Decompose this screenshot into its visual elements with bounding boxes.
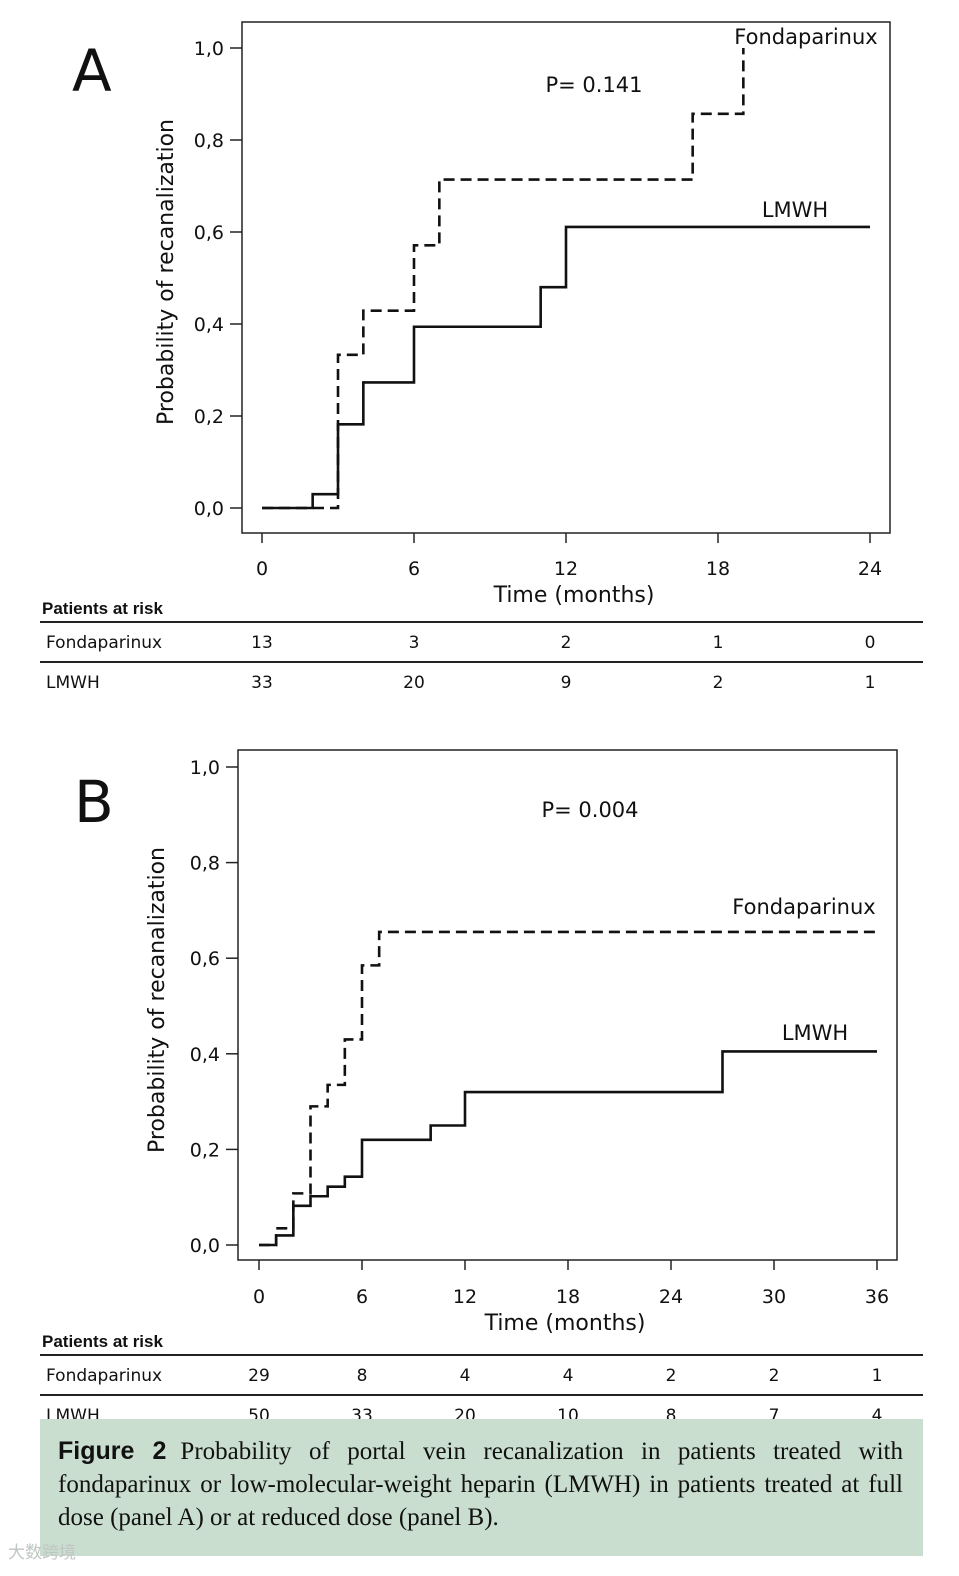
plot-frame	[237, 749, 898, 1261]
p-value-annotation: P= 0.141	[545, 73, 642, 97]
x-tick-label: 24	[858, 558, 882, 580]
legend-label-fondaparinux: Fondaparinux	[734, 25, 877, 49]
y-tick-label: 0,0	[190, 1235, 220, 1257]
risk-count: 1	[712, 633, 724, 653]
risk-count: 9	[560, 673, 572, 693]
legend-label-lmwh: LMWH	[782, 1021, 848, 1045]
figure-label: Figure 2	[58, 1437, 167, 1465]
risk-count: 1	[871, 1366, 883, 1386]
x-tick-label: 30	[762, 1286, 786, 1308]
legend-label-lmwh: LMWH	[762, 198, 828, 222]
y-tick-label: 0,8	[190, 853, 220, 875]
risk-count: 29	[248, 1366, 270, 1386]
risk-count: 4	[562, 1366, 574, 1386]
risk-row-lmwh: LMWH 33 20 9 2 1	[40, 661, 923, 701]
series-line-lmwh	[262, 225, 870, 510]
x-tick-label: 18	[556, 1286, 580, 1308]
y-tick-label: 1,0	[190, 757, 220, 779]
risk-row-label: Fondaparinux	[46, 1366, 163, 1386]
x-tick-label: 6	[408, 558, 420, 580]
x-tick-label: 12	[453, 1286, 477, 1308]
panel-letter-a: A	[72, 37, 112, 105]
legend-label-fondaparinux: Fondaparinux	[732, 895, 875, 919]
risk-count: 20	[403, 673, 425, 693]
risk-count: 2	[665, 1366, 677, 1386]
risk-count: 13	[251, 633, 273, 653]
x-axis-label: Time (months)	[484, 1311, 646, 1336]
series-group-b	[259, 930, 877, 1247]
risk-count: 2	[712, 673, 724, 693]
series-group-a	[262, 48, 870, 510]
risk-count: 2	[560, 633, 572, 653]
x-axis-label: Time (months)	[493, 583, 655, 608]
x-tick-label: 0	[253, 1286, 265, 1308]
risk-count: 4	[459, 1366, 471, 1386]
axes-a: 0 6 12 18 24 0,0 0,2 0,4 0,6 0,8 1,0	[194, 38, 882, 580]
y-tick-label: 0,0	[194, 498, 224, 520]
caption-text: Probability of portal vein recanalizatio…	[58, 1438, 903, 1531]
y-tick-label: 0,6	[190, 948, 220, 970]
p-value-annotation: P= 0.004	[541, 798, 638, 822]
watermark-logo: 大数跨境	[8, 1543, 76, 1563]
risk-count: 3	[408, 633, 420, 653]
risk-table-a: Fondaparinux 13 3 2 1 0 LMWH 33 20 9 2 1	[40, 621, 923, 701]
risk-row-fondaparinux: Fondaparinux 29 8 4 4 2 2 1	[40, 1354, 923, 1394]
risk-count: 4	[871, 1406, 883, 1426]
x-tick-label: 36	[865, 1286, 889, 1308]
risk-count: 2	[768, 1366, 780, 1386]
series-line-lmwh	[259, 1050, 877, 1247]
risk-row-label: LMWH	[46, 673, 100, 693]
x-tick-label: 0	[256, 558, 268, 580]
series-line-fondaparinux	[262, 48, 745, 510]
y-tick-label: 0,4	[190, 1044, 220, 1066]
risk-count: 8	[665, 1406, 677, 1426]
x-tick-label: 6	[356, 1286, 368, 1308]
y-tick-label: 0,2	[194, 406, 224, 428]
risk-count: 8	[356, 1366, 368, 1386]
axes-b: 0 6 12 18 24 30 36 0,0 0,2 0,4 0,6 0,8 1,0	[190, 757, 889, 1308]
chart-panel-a: A 0 6 12 18 24 0,0 0,2 0,4 0,6 0,8 1,0 Probability…	[72, 21, 891, 608]
risk-count: 7	[768, 1406, 780, 1426]
risk-count: 33	[251, 673, 273, 693]
chart-panel-b: B 0 6 12 18 24 30 36 0,0 0,2 0,4 0,6 0,8 1,0 Probabi…	[74, 749, 898, 1336]
y-axis-label: Probability of recanalization	[154, 119, 179, 425]
risk-table-header-a: Patients at risk	[42, 599, 163, 618]
y-axis-label: Probability of recanalization	[145, 847, 170, 1153]
risk-table-header-b: Patients at risk	[42, 1332, 163, 1351]
risk-row-label: Fondaparinux	[46, 633, 163, 653]
y-tick-label: 0,6	[194, 222, 224, 244]
y-tick-label: 0,4	[194, 314, 224, 336]
y-tick-label: 0,2	[190, 1139, 220, 1161]
figure-caption: Figure 2 Probability of portal vein recan…	[40, 1419, 923, 1556]
x-tick-label: 12	[554, 558, 578, 580]
y-tick-label: 0,8	[194, 130, 224, 152]
x-tick-label: 18	[706, 558, 730, 580]
series-line-fondaparinux	[259, 930, 877, 1247]
x-tick-label: 24	[659, 1286, 683, 1308]
risk-count: 0	[864, 633, 876, 653]
y-tick-label: 1,0	[194, 38, 224, 60]
risk-row-fondaparinux: Fondaparinux 13 3 2 1 0	[40, 621, 923, 661]
panel-letter-b: B	[74, 768, 114, 836]
risk-count: 1	[864, 673, 876, 693]
